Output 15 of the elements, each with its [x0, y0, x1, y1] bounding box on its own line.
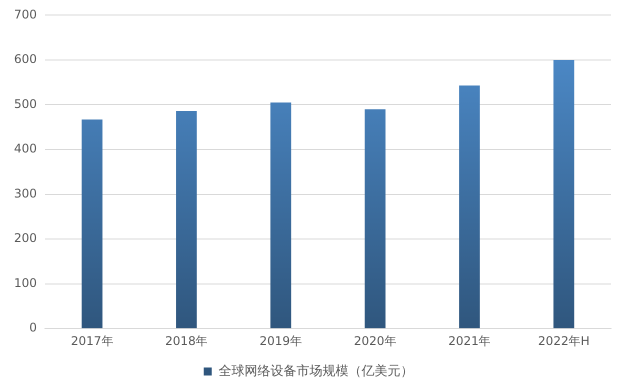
y-tick-label: 500 [14, 96, 37, 111]
y-tick-label: 100 [14, 276, 37, 290]
y-tick-label: 700 [14, 7, 37, 22]
y-tick-label: 300 [14, 186, 37, 200]
y-tick-label: 600 [14, 52, 37, 66]
x-tick-label: 2021年 [448, 334, 491, 348]
y-tick-label: 200 [14, 231, 37, 246]
y-tick-label: 400 [14, 142, 37, 156]
x-tick-label: 2019年 [260, 334, 302, 348]
x-tick-label: 2022年H [538, 334, 590, 348]
x-tick-label: 2017年 [70, 334, 114, 348]
x-tick-label: 2020年 [354, 334, 396, 348]
x-tick-label: 2018年 [165, 334, 208, 348]
y-tick-label: 0 [29, 320, 37, 335]
legend-label: 全球网络设备市场规模（亿美元） [218, 362, 414, 379]
